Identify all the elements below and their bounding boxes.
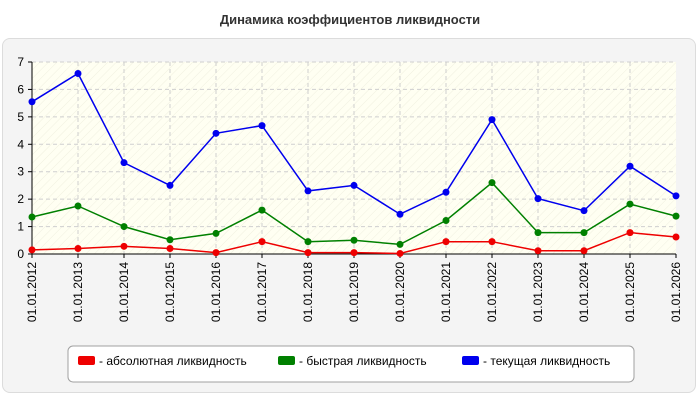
series-2-point [166,236,174,244]
x-tick-label: 01.01.2021 [439,262,453,322]
series-2-point [304,238,312,246]
y-tick-label: 5 [17,110,24,124]
series-2-point [672,212,680,220]
series-2-point [350,236,358,244]
series-2-point [488,179,496,187]
series-2-point [534,229,542,237]
series-3-point [74,70,82,78]
series-2-point [212,229,220,237]
legend-swatch-3 [462,356,479,365]
series-3-point [258,122,266,130]
x-tick-label: 01.01.2017 [255,262,269,322]
series-1-point [442,238,450,246]
series-3-point [350,181,358,189]
series-1-point [488,238,496,246]
series-1-point [626,229,634,237]
y-tick-label: 7 [17,55,24,69]
x-tick-label: 01.01.2012 [25,262,39,322]
series-3-point [534,195,542,203]
x-tick-label: 01.01.2019 [347,262,361,322]
series-1-point [166,245,174,253]
series-3-point [626,162,634,170]
series-1-point [672,233,680,241]
x-tick-label: 01.01.2022 [485,262,499,322]
series-1-point [212,249,220,257]
legend-swatch-2 [278,356,295,365]
series-3-point [580,207,588,215]
chart-title: Динамика коэффициентов ликвидности [219,12,481,27]
x-tick-label: 01.01.2014 [117,262,131,322]
x-tick-label: 01.01.2023 [531,262,545,322]
series-1-point [350,249,358,257]
x-tick-label: 01.01.2018 [301,262,315,322]
series-3-point [304,187,312,195]
x-tick-label: 01.01.2013 [71,262,85,322]
series-3-point [488,116,496,124]
series-1-point [28,246,36,254]
legend-label-3: - текущая ликвидность [483,354,610,368]
series-1-point [304,249,312,257]
x-tick-label: 01.01.2016 [209,262,223,322]
x-tick-label: 01.01.2026 [669,262,683,322]
series-2-point [120,223,128,231]
legend-box [67,345,635,383]
x-tick-label: 01.01.2025 [623,262,637,322]
y-tick-label: 6 [17,82,24,96]
y-tick-label: 1 [17,220,24,234]
series-2-point [258,206,266,214]
y-tick-label: 4 [17,137,24,151]
legend-label-2: - быстрая ликвидность [299,354,427,368]
series-1-point [120,242,128,250]
series-3-point [120,159,128,167]
x-tick-label: 01.01.2015 [163,262,177,322]
series-1-point [580,247,588,255]
series-1-point [74,245,82,253]
series-2-point [442,217,450,225]
series-2-point [28,213,36,221]
series-2-point [74,202,82,210]
series-3-point [28,98,36,106]
series-1-point [258,238,266,246]
series-3-point [396,210,404,218]
y-tick-label: 0 [17,247,24,261]
legend-label-1: - абсолютная ликвидность [99,354,247,368]
x-tick-label: 01.01.2020 [393,262,407,322]
series-3-point [166,181,174,189]
series-1-point [534,247,542,255]
legend-swatch-1 [78,356,95,365]
series-3-point [212,129,220,137]
y-tick-label: 2 [17,192,24,206]
series-3-point [442,188,450,196]
series-2-point [396,240,404,248]
x-tick-label: 01.01.2024 [577,262,591,322]
y-tick-label: 3 [17,165,24,179]
series-2-point [626,200,634,208]
series-2-point [580,229,588,237]
series-1-point [396,249,404,257]
series-3-point [672,192,680,200]
